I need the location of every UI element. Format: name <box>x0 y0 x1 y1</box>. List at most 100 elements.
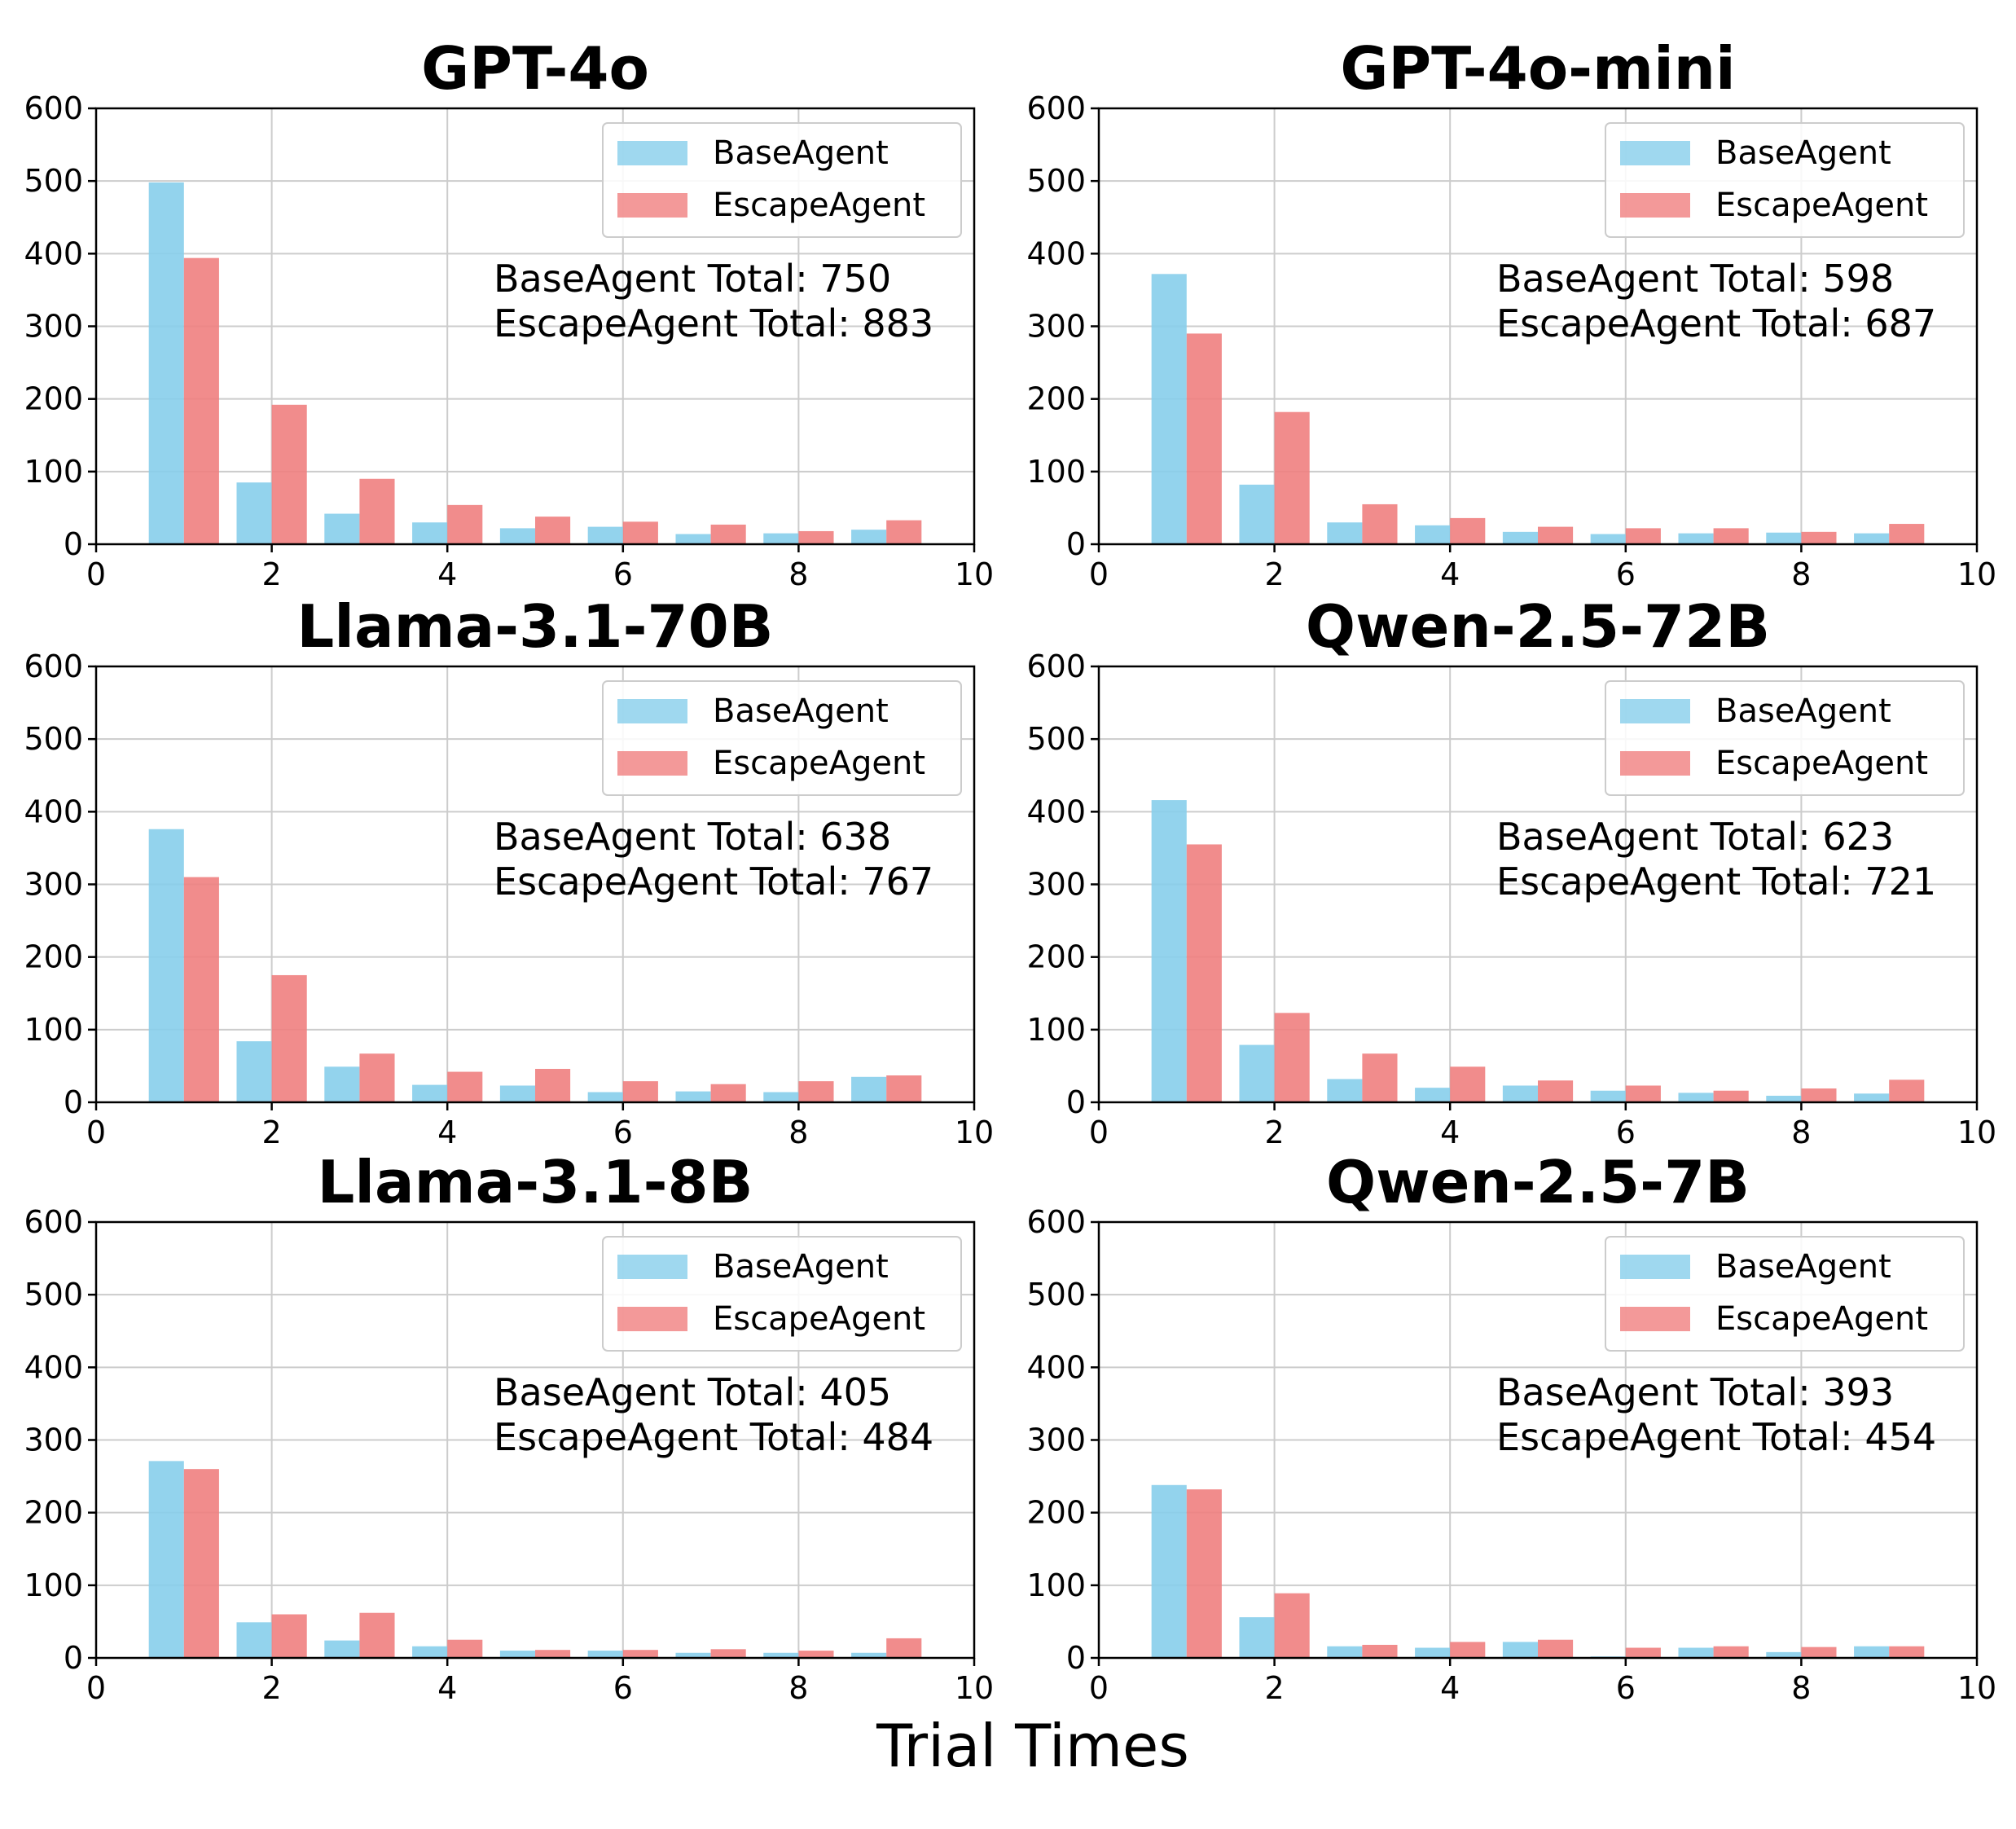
bar <box>412 1084 448 1102</box>
y-tick-label: 500 <box>24 721 83 757</box>
x-tick-label: 4 <box>1440 556 1460 592</box>
y-tick-label: 300 <box>24 867 83 903</box>
x-tick-label: 8 <box>788 1115 808 1150</box>
total-annotation: EscapeAgent Total: 767 <box>494 860 933 904</box>
bar <box>798 1651 834 1658</box>
bar <box>1239 1617 1275 1658</box>
bar <box>1415 525 1451 544</box>
chart-title: Llama-3.1-8B <box>317 1148 753 1216</box>
x-tick-label: 6 <box>613 1670 633 1706</box>
bar <box>1415 1647 1451 1658</box>
bar <box>798 530 834 544</box>
bar <box>1450 517 1486 544</box>
total-annotation: EscapeAgent Total: 454 <box>1496 1415 1936 1459</box>
legend-label: BaseAgent <box>1715 1248 1891 1286</box>
bar <box>236 482 272 544</box>
bar <box>1186 1489 1222 1658</box>
x-tick-label: 8 <box>788 1670 808 1706</box>
x-tick-label: 2 <box>262 1115 282 1150</box>
bar <box>412 522 448 544</box>
bar <box>851 530 887 544</box>
bar <box>1766 532 1802 544</box>
bar <box>1854 533 1890 544</box>
y-tick-label: 400 <box>1026 235 1086 271</box>
x-tick-label: 0 <box>86 1670 106 1706</box>
bar <box>763 1652 799 1658</box>
total-annotation: EscapeAgent Total: 484 <box>494 1415 933 1459</box>
bar <box>359 1053 395 1102</box>
bar <box>1538 1639 1574 1658</box>
bar <box>763 1092 799 1102</box>
total-annotation: EscapeAgent Total: 721 <box>1496 860 1936 904</box>
bar <box>1713 1090 1749 1102</box>
y-tick-label: 100 <box>24 454 83 490</box>
bar <box>1502 531 1538 544</box>
bar <box>1713 528 1749 544</box>
y-tick-label: 200 <box>1026 939 1086 975</box>
legend-label: BaseAgent <box>713 134 889 172</box>
legend-label: BaseAgent <box>713 692 889 730</box>
bar <box>886 1638 922 1658</box>
chart-panel: 0 2 4 6 8 100100200300400500600Llama-3.1-70BB… <box>24 592 994 1150</box>
y-tick-label: 500 <box>24 163 83 199</box>
legend-swatch <box>617 751 687 776</box>
y-tick-label: 0 <box>64 1640 83 1676</box>
bar <box>499 1085 535 1102</box>
y-tick-label: 200 <box>1026 1495 1086 1531</box>
legend-label: BaseAgent <box>713 1248 889 1286</box>
bar <box>236 1041 272 1102</box>
x-tick-label: 8 <box>1791 1115 1811 1150</box>
total-annotation: EscapeAgent Total: 687 <box>1496 301 1936 345</box>
bar <box>1450 1066 1486 1102</box>
total-annotation: BaseAgent Total: 598 <box>1496 257 1894 301</box>
bar <box>1274 1013 1310 1102</box>
x-tick-label: 2 <box>262 556 282 592</box>
total-annotation: BaseAgent Total: 623 <box>1496 815 1894 859</box>
bar <box>1151 800 1187 1102</box>
bar <box>499 1651 535 1658</box>
legend-swatch <box>617 1307 687 1331</box>
y-tick-label: 500 <box>1026 721 1086 757</box>
total-annotation: BaseAgent Total: 393 <box>1496 1370 1894 1414</box>
bar <box>675 1652 711 1658</box>
legend-swatch <box>1620 193 1690 218</box>
bar <box>1362 1053 1398 1102</box>
bar <box>622 1650 658 1658</box>
bar <box>535 1068 571 1102</box>
bar <box>447 504 483 544</box>
bar <box>710 1649 746 1658</box>
x-tick-label: 4 <box>437 556 457 592</box>
y-tick-label: 300 <box>24 309 83 345</box>
legend-box <box>602 1236 962 1352</box>
bar <box>535 1650 571 1658</box>
bar <box>1186 333 1222 544</box>
y-tick-label: 0 <box>1066 526 1086 562</box>
x-tick-label: 0 <box>86 556 106 592</box>
bar <box>148 1461 184 1658</box>
y-tick-label: 200 <box>24 381 83 417</box>
bar <box>622 521 658 544</box>
bar <box>798 1081 834 1102</box>
bar <box>1854 1646 1890 1658</box>
bar <box>1450 1642 1486 1658</box>
chart-panel: 0 2 4 6 8 100100200300400500600GPT-4oBaseAgen… <box>24 34 994 592</box>
y-tick-label: 500 <box>24 1277 83 1312</box>
bar <box>324 1066 360 1102</box>
bar <box>324 1640 360 1658</box>
x-tick-label: 6 <box>613 556 633 592</box>
x-tick-label: 0 <box>1089 556 1109 592</box>
x-tick-label: 4 <box>437 1670 457 1706</box>
bar <box>675 1091 711 1102</box>
bar <box>1625 1647 1661 1658</box>
y-tick-label: 300 <box>1026 867 1086 903</box>
figure-xlabel: Trial Times <box>876 1712 1189 1780</box>
total-annotation: BaseAgent Total: 638 <box>494 815 891 859</box>
bar <box>1151 274 1187 544</box>
bar <box>324 513 360 544</box>
bar <box>1327 1079 1363 1102</box>
y-tick-label: 600 <box>24 90 83 126</box>
bar <box>1502 1642 1538 1658</box>
x-tick-label: 0 <box>1089 1115 1109 1150</box>
bar <box>1274 1593 1310 1658</box>
bar <box>1766 1095 1802 1102</box>
